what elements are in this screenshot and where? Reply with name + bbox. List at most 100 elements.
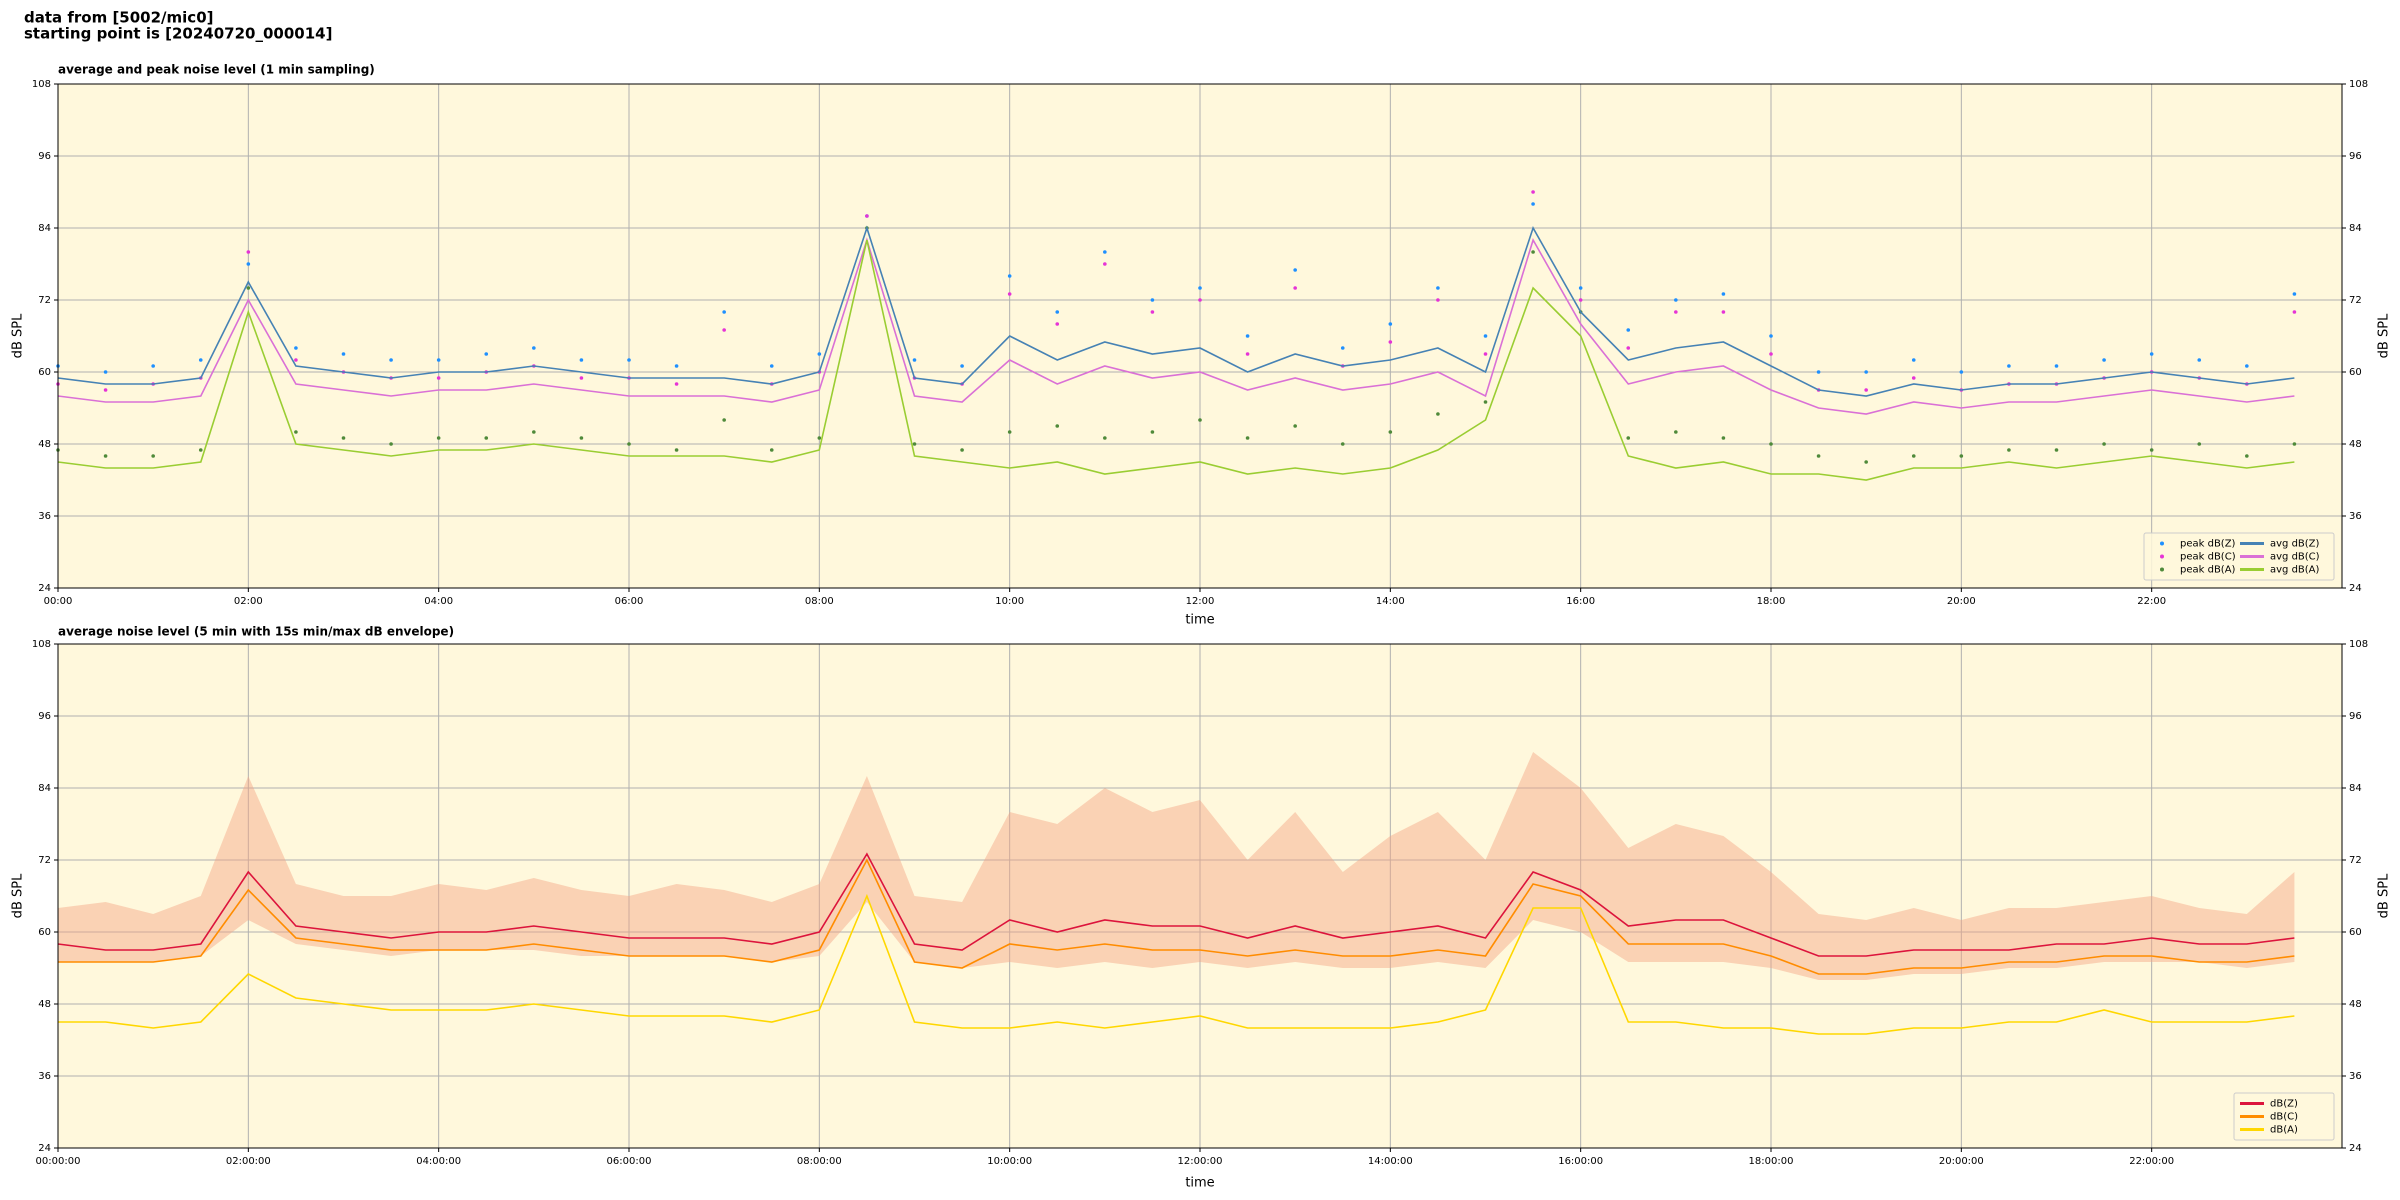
- peak-dot: [1150, 298, 1155, 302]
- x-tick-label: 14:00: [1376, 596, 1405, 607]
- peak-dot: [1245, 334, 1250, 338]
- x-tick-label: 02:00: [234, 596, 263, 607]
- peak-dot: [1436, 298, 1440, 302]
- peak-dot: [103, 454, 108, 458]
- y2-tick-label: 96: [2349, 711, 2362, 722]
- x-tick-label: 08:00: [805, 596, 834, 607]
- y2-tick-label: 72: [2349, 295, 2362, 306]
- y2-tick-label: 84: [2349, 223, 2362, 234]
- peak-dot: [579, 376, 584, 380]
- peak-dot: [1674, 310, 1678, 314]
- peak-dot: [627, 358, 631, 362]
- peak-dot: [1864, 460, 1868, 464]
- peak-dot: [1769, 442, 1773, 446]
- y2-tick-label: 60: [2349, 367, 2362, 378]
- peak-dot: [1103, 250, 1107, 254]
- peak-dot: [2054, 364, 2059, 368]
- y-tick-label: 48: [38, 439, 51, 450]
- series-line: [57, 237, 2295, 415]
- peak-dot: [246, 262, 251, 266]
- peak-dot: [579, 436, 584, 440]
- peak-dot: [1626, 436, 1631, 440]
- peak-dot: [1340, 346, 1345, 350]
- peak-dot: [1769, 352, 1773, 356]
- peak-dot: [294, 358, 298, 362]
- peak-dot: [769, 364, 774, 368]
- peak-dot: [2197, 442, 2202, 446]
- peak-dot: [1293, 268, 1297, 272]
- peak-dot: [1198, 286, 1202, 290]
- y2-axis-label: dB SPL: [2377, 313, 2392, 358]
- x-tick-label: 12:00:00: [1178, 1156, 1223, 1167]
- peak-dot: [1721, 310, 1726, 314]
- peak-dot: [198, 358, 203, 362]
- legend-box: [2143, 532, 2335, 581]
- peak-dot: [389, 358, 393, 362]
- x-tick-label: 18:00: [1757, 596, 1786, 607]
- legend-label: peak dB(A): [2180, 565, 2236, 576]
- peak-dot: [2292, 310, 2297, 314]
- peak-dot: [1911, 358, 1916, 362]
- peak-dot: [1959, 454, 1964, 458]
- peak-dot: [1055, 310, 1060, 314]
- y2-tick-label: 24: [2349, 1143, 2362, 1154]
- legend: dB(Z) dB(C) dB(A): [2233, 1092, 2335, 1141]
- peak-dot: [1293, 286, 1297, 290]
- y-tick-label: 84: [38, 223, 51, 234]
- peak-dot: [2245, 454, 2249, 458]
- peak-dot: [484, 436, 489, 440]
- peak-dot: [865, 214, 869, 218]
- y-tick-label: 108: [32, 639, 51, 650]
- x-tick-label: 22:00:00: [2129, 1156, 2174, 1167]
- x-tick-label: 16:00:00: [1558, 1156, 1603, 1167]
- peak-dot: [1721, 436, 1726, 440]
- peak-dot: [294, 430, 298, 434]
- peak-dot: [532, 430, 536, 434]
- x-tick-label: 20:00: [1947, 596, 1976, 607]
- x-tick-label: 02:00:00: [226, 1156, 271, 1167]
- peak-dot: [1007, 430, 1012, 434]
- y-tick-label: 48: [38, 999, 51, 1010]
- x-tick-label: 22:00: [2137, 596, 2166, 607]
- peak-dot: [1578, 298, 1583, 302]
- x-axis-label: time: [1185, 613, 1214, 628]
- x-tick-label: 16:00: [1566, 596, 1595, 607]
- peak-dot: [722, 418, 726, 422]
- x-tick-label: 18:00:00: [1749, 1156, 1794, 1167]
- peak-dot: [912, 358, 917, 362]
- peak-dot: [1483, 352, 1488, 356]
- y-axis-label: dB SPL: [11, 873, 26, 918]
- y2-tick-label: 36: [2349, 511, 2362, 522]
- peak-dot: [1245, 436, 1250, 440]
- header-line: data from [5002/mic0]: [24, 9, 214, 27]
- peak-dot: [1388, 430, 1393, 434]
- peak-dot: [436, 358, 441, 362]
- peak-dot: [674, 364, 679, 368]
- peak-dot: [198, 448, 203, 452]
- series-line: [58, 858, 2295, 975]
- y-tick-label: 36: [38, 1071, 51, 1082]
- peak-dot: [1007, 292, 1012, 296]
- peak-dot: [2197, 358, 2202, 362]
- x-tick-label: 00:00:00: [36, 1156, 81, 1167]
- peak-dot: [722, 310, 726, 314]
- peak-dot: [2007, 448, 2011, 452]
- peak-dot: [2149, 352, 2154, 356]
- peak-dot: [103, 388, 108, 392]
- x-tick-label: 08:00:00: [797, 1156, 842, 1167]
- peak-dot: [1769, 334, 1773, 338]
- peak-dot: [1578, 286, 1583, 290]
- peak-dot: [1055, 424, 1060, 428]
- peak-dot: [1150, 310, 1155, 314]
- x-tick-label: 04:00: [424, 596, 453, 607]
- peak-dot: [151, 364, 155, 368]
- peak-dot: [532, 346, 536, 350]
- legend-marker: [2160, 541, 2164, 546]
- peak-dot: [341, 436, 346, 440]
- peak-dot: [1388, 322, 1393, 326]
- peak-dot: [1340, 442, 1345, 446]
- peak-dot: [1483, 400, 1488, 404]
- peak-dot: [341, 352, 346, 356]
- peak-dot: [960, 364, 964, 368]
